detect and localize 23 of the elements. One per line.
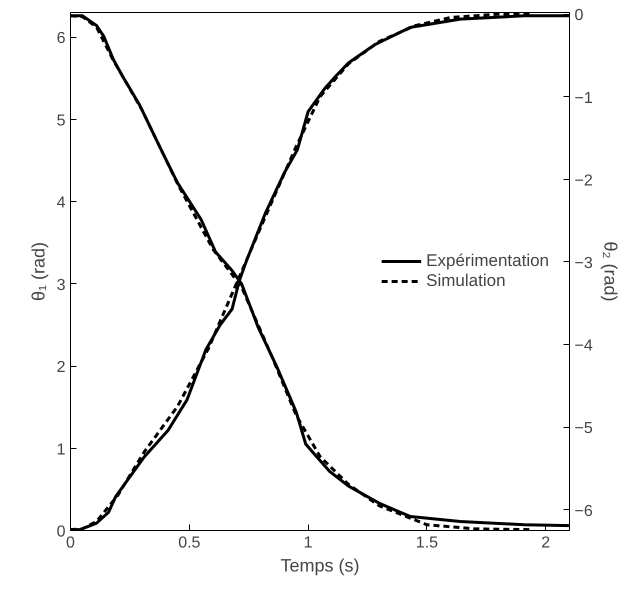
y2-tick-label: 0: [574, 7, 584, 24]
y-tick-label: 0: [56, 524, 66, 540]
legend-label: Expérimentation: [426, 251, 549, 271]
y-axis-title: θ₁ (rad): [28, 242, 49, 302]
x-tick-label: 1.5: [416, 534, 438, 552]
y2-axis-title: θ₂ (rad): [600, 242, 621, 302]
y-tick-label: 3: [56, 276, 66, 294]
y2-tick-label: −4: [574, 338, 593, 355]
x-tick-label: 2: [541, 534, 550, 552]
y-tick-label: 6: [56, 30, 66, 48]
y2-tick-label: −1: [574, 90, 593, 107]
legend-label: Simulation: [426, 271, 506, 291]
y2-tick-label: −2: [574, 172, 593, 190]
y2-tick-label: −5: [574, 420, 593, 438]
y2-tick-label: −6: [574, 502, 593, 520]
x-tick-label: 0.5: [178, 534, 201, 552]
y-tick-label: 4: [56, 194, 66, 212]
x-tick-label: 1: [304, 534, 313, 552]
y-tick-label: 1: [56, 441, 66, 458]
y-tick-label: 5: [56, 112, 66, 130]
y-tick-label: 2: [56, 359, 66, 376]
y2-tick-label: −3: [574, 255, 593, 272]
x-axis-title: Temps (s): [280, 556, 360, 576]
